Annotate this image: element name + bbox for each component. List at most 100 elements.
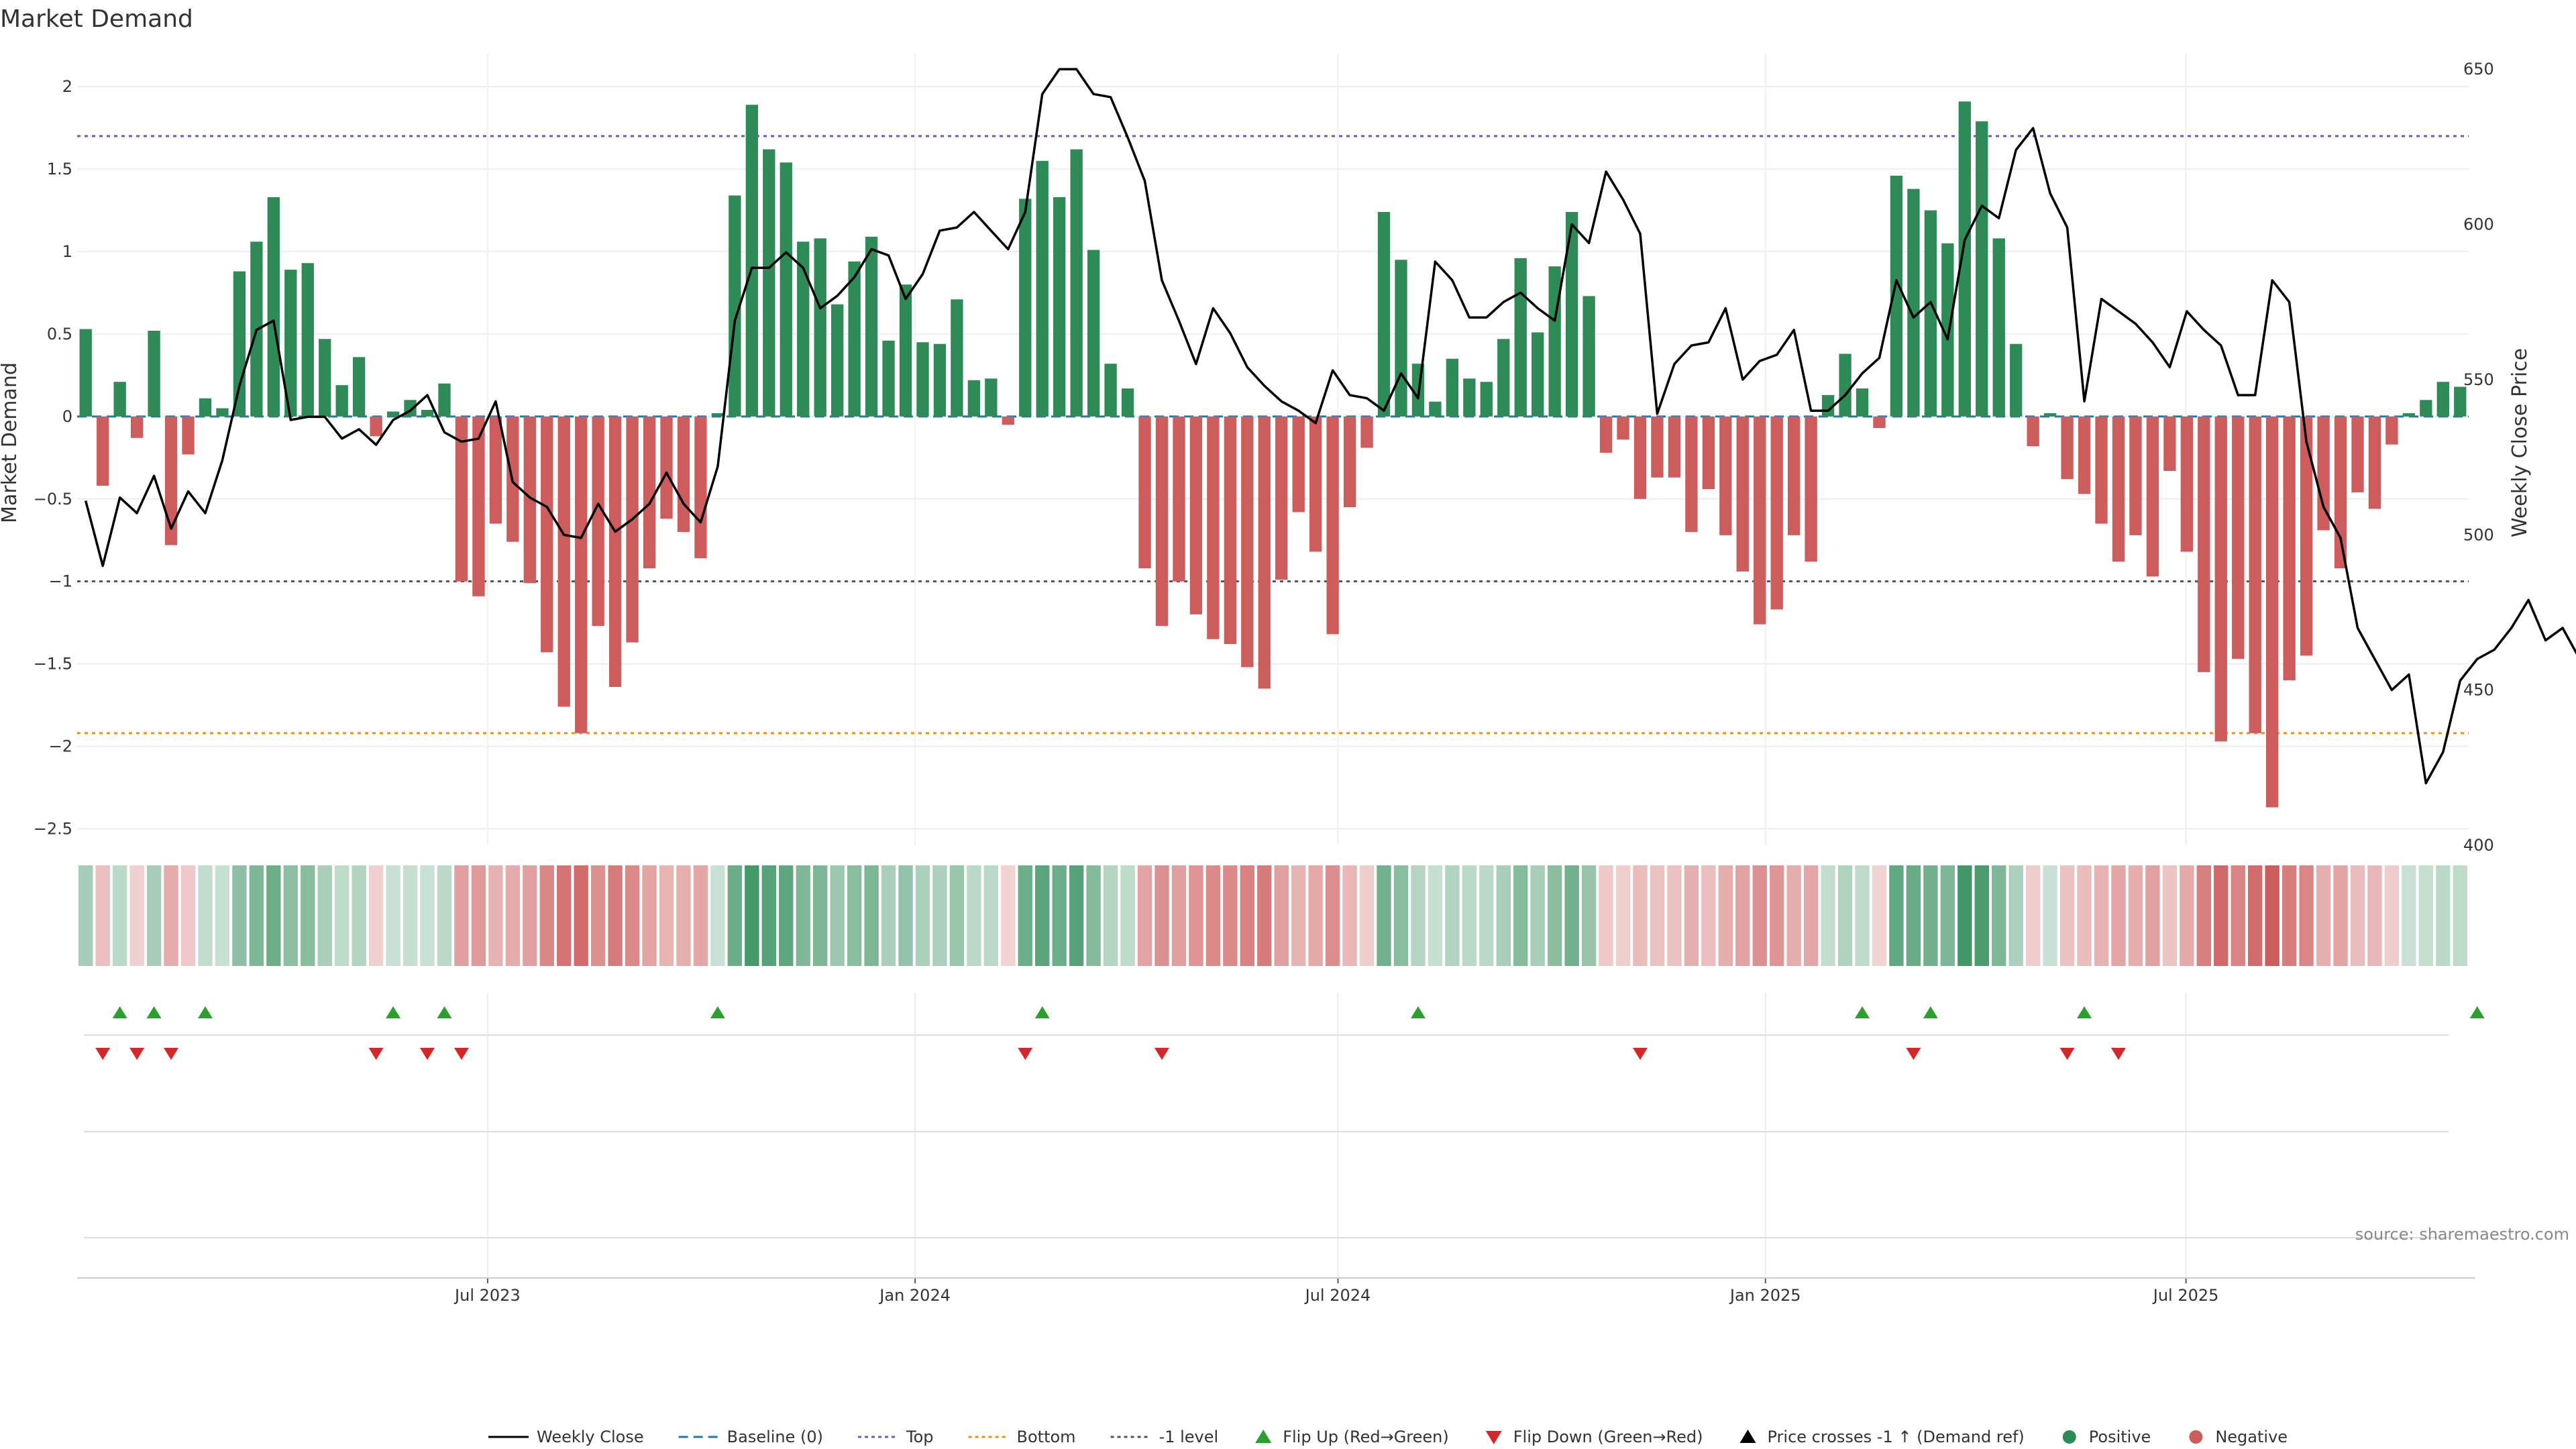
heat-cell (2265, 865, 2279, 966)
heat-cell (1718, 865, 1733, 966)
heat-cell (967, 865, 981, 966)
heat-cell (112, 865, 127, 966)
heat-cell (557, 865, 572, 966)
heat-cell (402, 865, 418, 966)
legend-label: Top (906, 1428, 934, 1446)
demand-bar (1326, 416, 1339, 635)
heat-cell (301, 865, 315, 966)
demand-bar (1292, 416, 1305, 513)
demand-bar (319, 339, 331, 417)
heat-cell (745, 865, 759, 966)
demand-bar (985, 378, 998, 417)
demand-bar (438, 383, 451, 417)
heat-cell (1752, 865, 1767, 966)
heat-cell (1223, 865, 1238, 966)
heat-cell (1155, 865, 1169, 966)
heat-cell (1906, 865, 1921, 966)
y-tick-left: −2 (49, 737, 72, 756)
demand-bar (882, 340, 895, 417)
demand-bar (575, 416, 588, 733)
flip-down-marker (368, 1048, 384, 1060)
legend-label: Negative (2215, 1428, 2288, 1446)
demand-bar (1719, 416, 1732, 535)
demand-bar (608, 416, 622, 687)
demand-bar (2232, 416, 2245, 659)
heat-cell (1445, 865, 1460, 966)
heat-cell (830, 865, 845, 966)
demand-bar (1155, 416, 1169, 627)
heat-cell (2384, 865, 2400, 966)
heat-cell (523, 865, 537, 966)
demand-bar (2249, 416, 2261, 733)
heat-cell (1786, 865, 1801, 966)
demand-bar (830, 304, 844, 417)
heat-cell (1325, 865, 1340, 966)
heat-cell (1513, 865, 1528, 966)
heat-cell (335, 865, 350, 966)
heat-cell (1240, 865, 1254, 966)
demand-bar (1736, 416, 1749, 572)
demand-bar (2351, 416, 2364, 492)
demand-bar (370, 416, 382, 437)
legend-item: Top (858, 1428, 934, 1446)
demand-bar (1258, 416, 1271, 689)
heat-cell (796, 865, 810, 966)
demand-bar (916, 342, 929, 417)
heat-cell (2436, 865, 2451, 966)
flip-down-marker (420, 1048, 435, 1060)
demand-bar (1053, 197, 1066, 417)
heat-cell (898, 865, 913, 966)
heat-cell (1205, 865, 1221, 966)
demand-bar (1429, 401, 1442, 417)
demand-bar (1446, 358, 1459, 417)
heat-cell (2196, 865, 2211, 966)
heat-cell (1001, 865, 1016, 966)
heat-cell (2453, 865, 2467, 966)
demand-bar (2061, 416, 2074, 480)
heat-cell (386, 865, 400, 966)
legend-swatch (1255, 1430, 1272, 1443)
heat-cell (180, 865, 196, 966)
flip-up-marker (1923, 1006, 1938, 1018)
demand-bar (1787, 416, 1801, 535)
demand-bar (1958, 101, 1971, 417)
heat-cell (881, 865, 896, 966)
flip-down-marker (164, 1048, 179, 1060)
heat-cell (249, 865, 264, 966)
heat-cell (1342, 865, 1357, 966)
heat-cell (317, 865, 332, 966)
demand-bar (2214, 416, 2227, 742)
heat-cell (95, 865, 110, 966)
legend-swatch (1485, 1431, 1502, 1444)
heat-cell (779, 865, 794, 966)
heat-cell (283, 865, 298, 966)
demand-bar (2146, 416, 2159, 577)
y-axis-right-label: Weekly Close Price (2508, 348, 2532, 537)
legend-item: Price crosses -1 ↑ (Demand ref) (1739, 1428, 2025, 1446)
legend-item: Positive (2062, 1428, 2151, 1446)
heat-cell (1086, 865, 1101, 966)
heat-cell (1308, 865, 1323, 966)
heat-cell (625, 865, 640, 966)
y-tick-right: 500 (2463, 525, 2494, 544)
weekly-close-line (85, 68, 2576, 785)
demand-bar (301, 263, 314, 417)
heat-cell (437, 865, 452, 966)
heat-cell (368, 865, 384, 966)
demand-bar (1002, 416, 1014, 425)
heat-cell (1633, 865, 1648, 966)
demand-bar (2436, 382, 2449, 417)
demand-bar (1617, 416, 1629, 440)
heat-cell (1821, 865, 1835, 966)
demand-bar (1173, 416, 1185, 582)
demand-bar (1839, 354, 1851, 417)
demand-bar (1633, 416, 1647, 499)
heat-cell (693, 865, 708, 966)
heat-cell (1257, 865, 1272, 966)
reference-lines (77, 135, 2469, 735)
flip-up-marker (112, 1006, 127, 1018)
legend-label: Flip Up (Red→Green) (1283, 1428, 1449, 1446)
heat-cell (164, 865, 178, 966)
demand-bar (1685, 416, 1698, 532)
heat-cell (1940, 865, 1955, 966)
